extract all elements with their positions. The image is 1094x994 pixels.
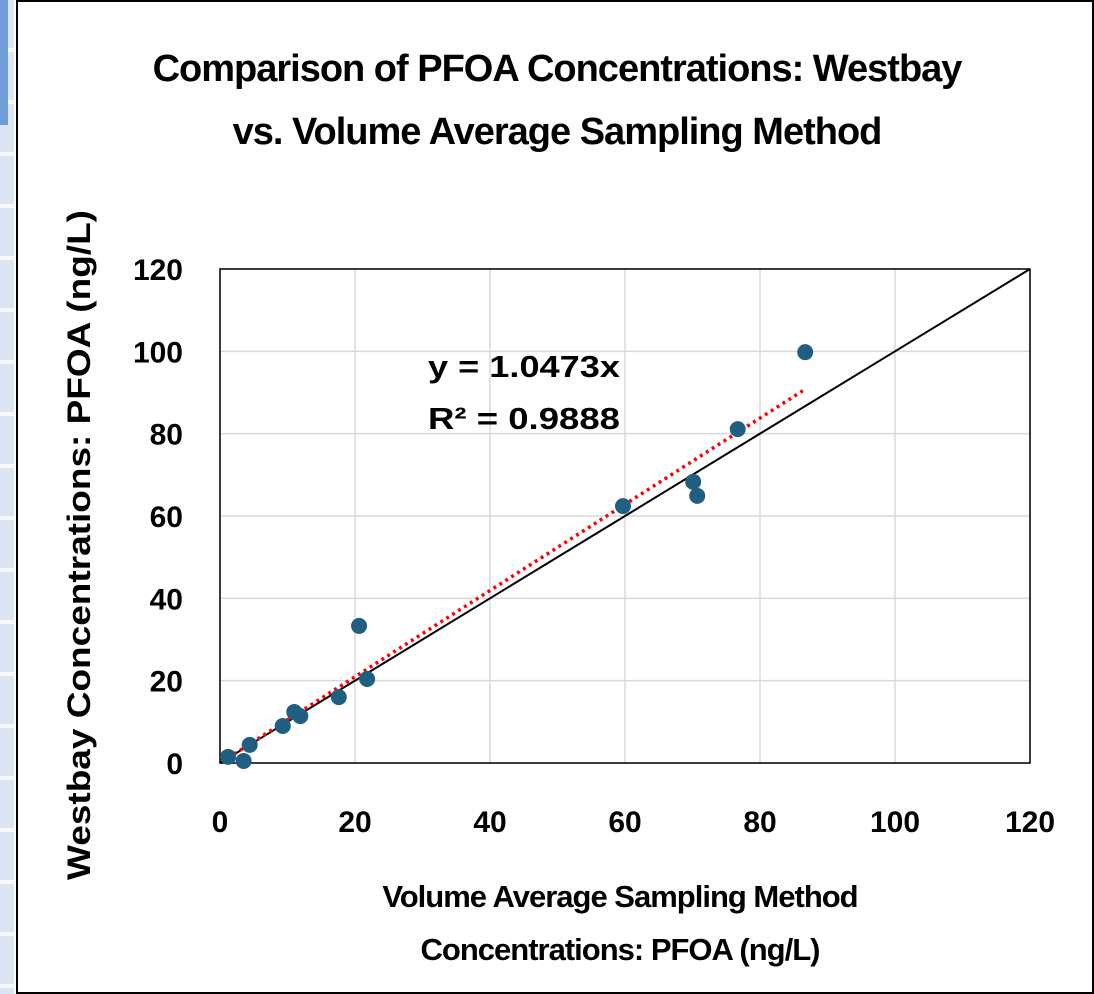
x-axis-title: Volume Average Sampling Method Concentra… bbox=[382, 879, 858, 967]
chart-frame bbox=[16, 0, 1094, 994]
point bbox=[797, 344, 814, 361]
x-tick-label: 60 bbox=[608, 806, 641, 839]
trendline-equation: y = 1.0473x bbox=[428, 349, 621, 384]
trendline-r-squared: R² = 0.9888 bbox=[428, 401, 620, 436]
sheet-strip bbox=[0, 0, 14, 994]
chart-title: Comparison of PFOA Concentrations: Westb… bbox=[152, 48, 963, 153]
point bbox=[241, 736, 258, 753]
point bbox=[685, 473, 702, 490]
point bbox=[689, 487, 706, 504]
identity-line bbox=[219, 268, 1031, 764]
y-tick-label: 100 bbox=[133, 336, 183, 369]
point bbox=[351, 617, 368, 634]
x-tick-label: 20 bbox=[338, 806, 371, 839]
point bbox=[359, 671, 376, 688]
point bbox=[220, 748, 237, 765]
plot-area bbox=[219, 268, 1031, 764]
trendline bbox=[227, 387, 807, 760]
x-tick-label: 0 bbox=[212, 806, 229, 839]
y-tick-label: 80 bbox=[150, 419, 183, 452]
point bbox=[729, 421, 746, 438]
y-tick-label: 120 bbox=[133, 254, 183, 287]
point bbox=[292, 708, 309, 725]
point bbox=[235, 752, 252, 769]
x-tick-label: 80 bbox=[743, 806, 776, 839]
sheet-strip-selected bbox=[0, 0, 8, 125]
point bbox=[274, 717, 291, 734]
x-tick-label: 100 bbox=[870, 806, 920, 839]
point bbox=[614, 498, 631, 515]
y-tick-label: 20 bbox=[150, 666, 183, 699]
y-tick-label: 40 bbox=[150, 583, 183, 616]
x-tick-label: 40 bbox=[473, 806, 506, 839]
point bbox=[330, 689, 347, 706]
y-tick-label: 60 bbox=[150, 501, 183, 534]
y-tick-label: 0 bbox=[166, 748, 183, 781]
x-tick-label: 120 bbox=[1005, 806, 1055, 839]
y-axis-title: Westbay Concentrations: PFOA (ng/L) bbox=[61, 210, 97, 880]
